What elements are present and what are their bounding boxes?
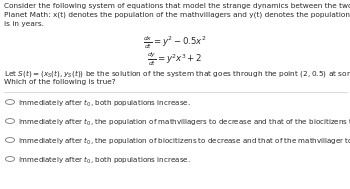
Text: $\frac{dy}{dt} = y^2x^3 + 2$: $\frac{dy}{dt} = y^2x^3 + 2$ — [147, 50, 203, 68]
Text: $\frac{dx}{dt} = y^2 - 0.5x^2$: $\frac{dx}{dt} = y^2 - 0.5x^2$ — [143, 35, 207, 51]
Text: Immediately after $t_0$, the population of biocitizens to decrease and that of t: Immediately after $t_0$, the population … — [18, 136, 350, 147]
Text: Immediately after $t_0$, the population of mathvillagers to decrease and that of: Immediately after $t_0$, the population … — [18, 117, 350, 128]
Text: Which of the following is true?: Which of the following is true? — [4, 79, 116, 85]
Text: Let $S(t) = (x_S(t), y_S(t))$ be the solution of the system that goes through th: Let $S(t) = (x_S(t), y_S(t))$ be the sol… — [4, 68, 350, 79]
Text: Consider the following system of equations that model the strange dynamics betwe: Consider the following system of equatio… — [4, 3, 350, 9]
Text: Planet Math: x(t) denotes the population of the mathvillagers and y(t) denotes t: Planet Math: x(t) denotes the population… — [4, 12, 350, 19]
Text: Immediately after $t_0$, both populations increase.: Immediately after $t_0$, both population… — [18, 155, 191, 166]
Text: is in years.: is in years. — [4, 21, 44, 27]
Text: Immediately after $t_0$, both populations increase.: Immediately after $t_0$, both population… — [18, 98, 191, 109]
